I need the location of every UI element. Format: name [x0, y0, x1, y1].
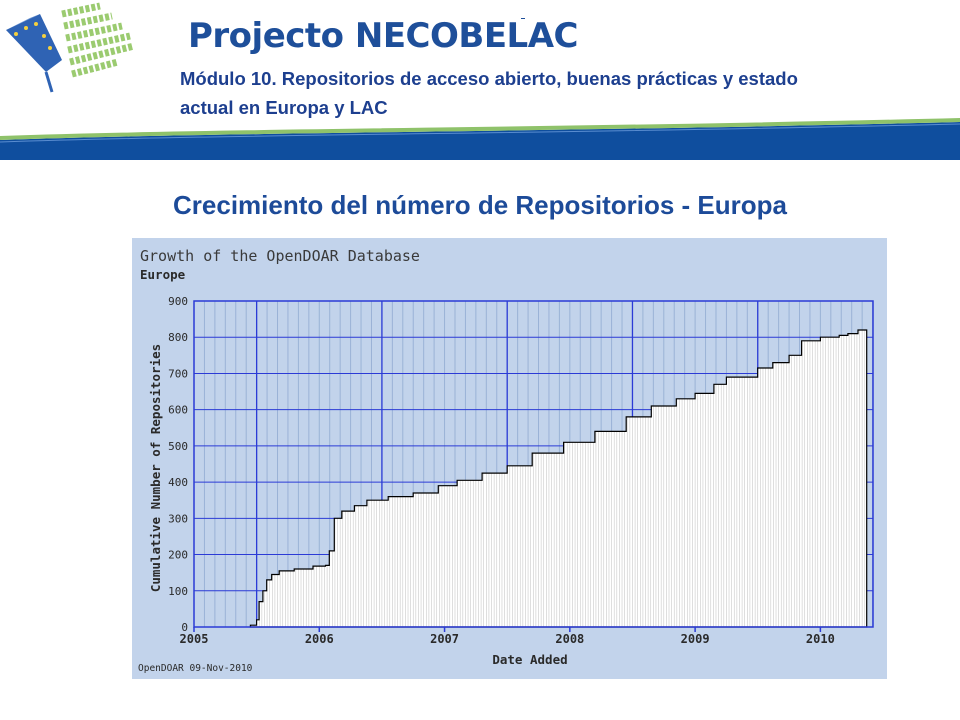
growth-line [249, 329, 868, 628]
y-tick-label: 400 [168, 476, 188, 489]
chart-title: Growth of the OpenDOAR Database [140, 247, 420, 265]
y-tick-label: 800 [168, 331, 188, 344]
x-axis-label: Date Added [492, 652, 567, 667]
chart-container: Growth of the OpenDOAR Database Europe 0… [132, 238, 887, 679]
slide-title: Crecimiento del número de Repositorios -… [173, 190, 787, 220]
x-tick-label: 2008 [555, 632, 584, 646]
decorative-dash [521, 18, 525, 19]
module-subtitle: Módulo 10. Repositorios de acceso abiert… [180, 68, 798, 118]
slide-header: Projecto NECOBELAC Módulo 10. Repositori… [0, 0, 960, 160]
y-tick-label: 900 [168, 295, 188, 308]
plot-frame [193, 300, 874, 628]
chart-subtitle: Europe [140, 267, 186, 282]
y-tick-label: 300 [168, 512, 188, 525]
y-tick-label: 700 [168, 367, 188, 380]
y-axis-label: Cumulative Number of Repositories [148, 344, 163, 592]
x-tick-label: 2007 [430, 632, 459, 646]
chart-footer: OpenDOAR 09-Nov-2010 [138, 663, 253, 674]
y-tick-label: 200 [168, 549, 188, 562]
plot-area: 0 100 200 300 400 500 600 700 800 900 2005 2006 2007… [168, 295, 874, 646]
y-tick-label: 500 [168, 440, 188, 453]
x-tick-label: 2009 [681, 632, 710, 646]
header-band [0, 118, 960, 160]
x-tick-label: 2005 [180, 632, 209, 646]
y-tick-label: 600 [168, 404, 188, 417]
necobelac-logo [6, 2, 135, 93]
brand-prefix: Projecto [188, 16, 344, 56]
x-tick-label: 2006 [305, 632, 334, 646]
growth-chart: Growth of the OpenDOAR Database Europe 0… [138, 247, 874, 674]
brand-title: Projecto NECOBELAC [188, 16, 578, 56]
y-tick-label: 100 [168, 585, 188, 598]
x-tick-label: 2010 [806, 632, 835, 646]
brand-name: NECOBELAC [354, 16, 579, 56]
growth-area [250, 330, 867, 627]
y-tick-label: 0 [181, 621, 188, 634]
